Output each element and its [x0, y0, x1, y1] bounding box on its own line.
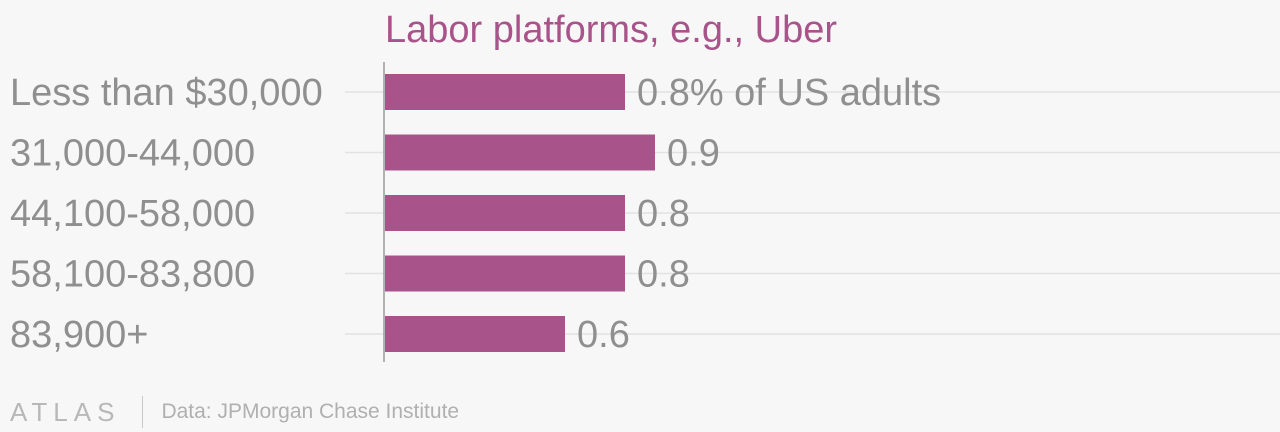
bar-chart: Labor platforms, e.g., Uber Less than $3… — [10, 9, 1280, 362]
value-label: 0.9 — [667, 133, 720, 175]
bar — [385, 195, 625, 231]
category-label: 31,000-44,000 — [10, 133, 255, 175]
bar — [385, 255, 625, 292]
bar — [385, 74, 625, 110]
bar — [385, 316, 565, 352]
footer: ATLAS Data: JPMorgan Chase Institute — [10, 392, 459, 432]
bar — [385, 134, 655, 171]
bars — [385, 74, 655, 352]
value-label: 0.6 — [577, 314, 630, 356]
source-note: Data: JPMorgan Chase Institute — [161, 400, 460, 423]
value-label: 0.8 — [637, 254, 690, 296]
atlas-logo: ATLAS — [10, 396, 121, 427]
footer-divider — [142, 396, 144, 428]
value-label: 0.8 — [637, 193, 690, 235]
category-label: 83,900+ — [10, 314, 148, 356]
chart-title: Labor platforms, e.g., Uber — [385, 9, 837, 51]
category-labels: Less than $30,000 31,000-44,000 44,100-58,… — [10, 72, 323, 356]
category-label: 44,100-58,000 — [10, 193, 255, 235]
category-label: Less than $30,000 — [10, 72, 323, 114]
value-label: 0.8% of US adults — [637, 72, 941, 114]
category-label: 58,100-83,800 — [10, 254, 255, 296]
